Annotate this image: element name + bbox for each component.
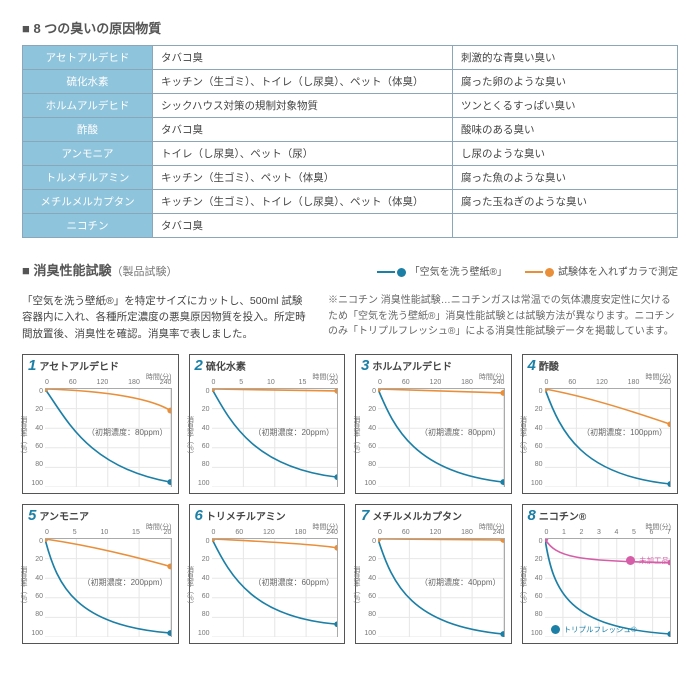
yticks: 020406080100 — [360, 538, 376, 637]
chart-num: 8 — [528, 507, 536, 524]
ylabel: 消臭率（％） — [518, 538, 528, 637]
marker-blue-icon — [397, 268, 406, 277]
chart-name: アンモニア — [39, 508, 89, 523]
chart-name: トリメチルアミン — [206, 508, 286, 523]
init-concentration: （初期濃度：80ppm） — [87, 427, 167, 438]
ylabel: 消臭率（％） — [18, 538, 28, 637]
table-row: 硫化水素キッチン（生ゴミ）、トイレ（し尿臭）、ペット（体臭）腐った卵のような臭い — [23, 70, 678, 94]
substance-smell: 腐った卵のような臭い — [453, 70, 678, 94]
chart-2: 2硫化水素時間(分)05101520020406080100消臭率（％）（初期濃… — [189, 354, 346, 494]
desc-right: ※ニコチン 消臭性能試験…ニコチンガスは常温での気体濃度安定性に欠けるため「空気… — [328, 293, 678, 342]
desc-left: 「空気を洗う壁紙®」を特定サイズにカットし、500ml 試験容器内に入れ、各種所… — [22, 293, 310, 342]
yticks: 020406080100 — [194, 538, 210, 637]
chart-name: 酢酸 — [539, 358, 559, 373]
yticks: 020406080100 — [527, 388, 543, 487]
chart-num: 5 — [28, 507, 36, 524]
ylabel: 消臭率（％） — [518, 388, 528, 487]
yticks: 020406080100 — [360, 388, 376, 487]
section2-title: ■ 消臭性能試験（製品試験） — [22, 260, 177, 279]
table-row: ホルムアルデヒドシックハウス対策の規制対象物質ツンとくるすっぱい臭い — [23, 94, 678, 118]
substance-smell: 刺激的な青臭い臭い — [453, 46, 678, 70]
xticks: 060120180240 — [378, 529, 505, 536]
chart-name: ホルムアルデヒド — [372, 358, 452, 373]
ylabel: 消臭率（％） — [351, 388, 361, 487]
substance-name: 硫化水素 — [23, 70, 153, 94]
chart-name: ニコチン® — [539, 508, 586, 523]
substance-source: キッチン（生ゴミ）、トイレ（し尿臭）、ペット（体臭） — [153, 190, 453, 214]
ylabel: 消臭率（％） — [185, 388, 195, 487]
section1-title: ■ 8 つの臭いの原因物質 — [22, 18, 678, 37]
chart-num: 7 — [361, 507, 369, 524]
init-concentration: （初期濃度：20ppm） — [254, 427, 334, 438]
chart-3: 3ホルムアルデヒド時間(分)060120180240020406080100消臭… — [355, 354, 512, 494]
substance-source: タバコ臭 — [153, 46, 453, 70]
substance-source: タバコ臭 — [153, 118, 453, 142]
tag-pink: 未加工品 — [626, 555, 669, 566]
substance-name: ホルムアルデヒド — [23, 94, 153, 118]
chart-num: 1 — [28, 357, 36, 374]
substance-smell: 酸味のある臭い — [453, 118, 678, 142]
substance-name: メチルメルカプタン — [23, 190, 153, 214]
chart-4: 4酢酸時間(分)060120180240020406080100消臭率（％）（初… — [522, 354, 679, 494]
init-concentration: （初期濃度：200ppm） — [83, 577, 168, 588]
substance-smell — [453, 214, 678, 238]
table-row: アンモニアトイレ（し尿臭）、ペット（尿）し尿のような臭い — [23, 142, 678, 166]
substance-source: キッチン（生ゴミ）、ペット（体臭） — [153, 166, 453, 190]
ylabel: 消臭率（％） — [351, 538, 361, 637]
ylabel: 消臭率（％） — [18, 388, 28, 487]
chart-num: 6 — [195, 507, 203, 524]
substance-table: アセトアルデヒドタバコ臭刺激的な青臭い臭い硫化水素キッチン（生ゴミ）、トイレ（し… — [22, 45, 678, 238]
table-row: ニコチンタバコ臭 — [23, 214, 678, 238]
init-concentration: （初期濃度：100ppm） — [582, 427, 667, 438]
chart-name: 硫化水素 — [206, 358, 246, 373]
substance-smell: 腐った玉ねぎのような臭い — [453, 190, 678, 214]
xticks: 05101520 — [212, 379, 339, 386]
table-row: 酢酸タバコ臭酸味のある臭い — [23, 118, 678, 142]
table-row: アセトアルデヒドタバコ臭刺激的な青臭い臭い — [23, 46, 678, 70]
xticks: 060120180240 — [212, 529, 339, 536]
substance-source: トイレ（し尿臭）、ペット（尿） — [153, 142, 453, 166]
substance-source: タバコ臭 — [153, 214, 453, 238]
chart-5: 5アンモニア時間(分)05101520020406080100消臭率（％）（初期… — [22, 504, 179, 644]
xticks: 060120180240 — [545, 379, 672, 386]
substance-name: 酢酸 — [23, 118, 153, 142]
substance-name: ニコチン — [23, 214, 153, 238]
chart-num: 3 — [361, 357, 369, 374]
charts-grid: 1アセトアルデヒド時間(分)060120180240020406080100消臭… — [22, 354, 678, 644]
init-concentration: （初期濃度：40ppm） — [420, 577, 500, 588]
legend: 「空気を洗う壁紙®」 試験体を入れずカラで測定 — [377, 263, 678, 278]
chart-name: メチルメルカプタン — [372, 508, 462, 523]
chart-7: 7メチルメルカプタン時間(分)060120180240020406080100消… — [355, 504, 512, 644]
chart-num: 4 — [528, 357, 536, 374]
table-row: メチルメルカプタンキッチン（生ゴミ）、トイレ（し尿臭）、ペット（体臭）腐った玉ね… — [23, 190, 678, 214]
substance-name: アセトアルデヒド — [23, 46, 153, 70]
substance-name: アンモニア — [23, 142, 153, 166]
init-concentration: （初期濃度：80ppm） — [420, 427, 500, 438]
tag-blue: トリプルフレッシュ® — [551, 624, 637, 635]
substance-name: トルメチルアミン — [23, 166, 153, 190]
yticks: 020406080100 — [527, 538, 543, 637]
yticks: 020406080100 — [27, 388, 43, 487]
chart-num: 2 — [195, 357, 203, 374]
ylabel: 消臭率（％） — [185, 538, 195, 637]
substance-source: シックハウス対策の規制対象物質 — [153, 94, 453, 118]
yticks: 020406080100 — [194, 388, 210, 487]
chart-6: 6トリメチルアミン時間(分)060120180240020406080100消臭… — [189, 504, 346, 644]
chart-8: 8ニコチン®時間(分)01234567020406080100消臭率（％）未加工… — [522, 504, 679, 644]
chart-1: 1アセトアルデヒド時間(分)060120180240020406080100消臭… — [22, 354, 179, 494]
substance-smell: ツンとくるすっぱい臭い — [453, 94, 678, 118]
marker-orange-icon — [545, 268, 554, 277]
plot-area — [545, 538, 672, 637]
substance-source: キッチン（生ゴミ）、トイレ（し尿臭）、ペット（体臭） — [153, 70, 453, 94]
chart-name: アセトアルデヒド — [39, 358, 119, 373]
init-concentration: （初期濃度：60ppm） — [254, 577, 334, 588]
substance-smell: 腐った魚のような臭い — [453, 166, 678, 190]
table-row: トルメチルアミンキッチン（生ゴミ）、ペット（体臭）腐った魚のような臭い — [23, 166, 678, 190]
yticks: 020406080100 — [27, 538, 43, 637]
xticks: 060120180240 — [378, 379, 505, 386]
substance-smell: し尿のような臭い — [453, 142, 678, 166]
xticks: 01234567 — [545, 529, 672, 536]
xticks: 060120180240 — [45, 379, 172, 386]
xticks: 05101520 — [45, 529, 172, 536]
